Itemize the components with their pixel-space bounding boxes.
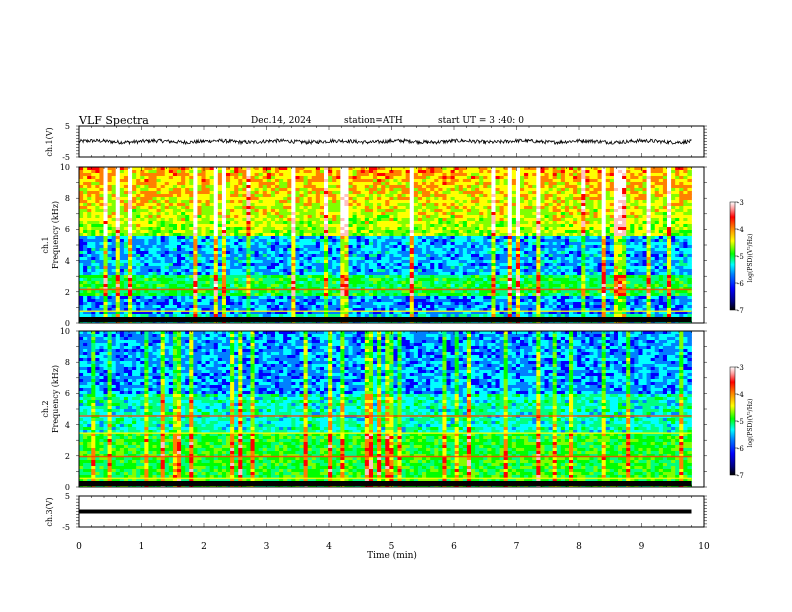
- x-tick-label: 0: [76, 542, 82, 552]
- x-tick-label: 2: [201, 542, 207, 552]
- ch2-spectrogram-ylabel: ch.2: [41, 400, 50, 417]
- ch1-ytick-0: 0: [65, 319, 70, 328]
- ch1-ytick-10: 10: [60, 163, 70, 172]
- ch1-spectrogram-panel: 0 2 4 6 8 10 ch.1 Frequency (kHz) -3 -4 …: [41, 163, 754, 328]
- ch3-ytick-bottom: -5: [62, 523, 70, 532]
- ch1-colorbar-tick: -4: [737, 226, 744, 234]
- ch1-waveform-ylabel: ch.1(V): [45, 127, 54, 156]
- x-tick-label: 1: [139, 542, 145, 552]
- x-tick-label: 9: [639, 542, 645, 552]
- ch1-colorbar-tick: -7: [737, 307, 744, 315]
- ch2-ytick-6: 6: [65, 389, 70, 398]
- ch1-ytick-8: 8: [65, 194, 70, 203]
- ch2-colorbar-tick: -5: [737, 418, 744, 426]
- x-tick-label: 4: [326, 542, 332, 552]
- ch2-colorbar-tick: -6: [737, 445, 744, 453]
- x-tick-label: 8: [576, 542, 582, 552]
- x-tick-label: 7: [514, 542, 520, 552]
- ch1-colorbar: [729, 201, 736, 311]
- x-tick-label: 10: [698, 542, 710, 552]
- ch2-ytick-10: 10: [60, 327, 70, 336]
- x-tick-label: 3: [264, 542, 270, 552]
- ch2-ytick-4: 4: [65, 421, 70, 430]
- ch2-ytick-8: 8: [65, 358, 70, 367]
- ch2-ytick-0: 0: [65, 483, 70, 492]
- ch1-ytick-bottom: -5: [62, 153, 70, 162]
- date-label: Dec.14, 2024: [251, 116, 312, 126]
- ch1-ytick-top: 5: [65, 122, 70, 131]
- ch1-colorbar-tick: -6: [737, 280, 744, 288]
- ch1-spectrogram-image: [79, 167, 692, 324]
- ch1-ytick-2: 2: [65, 288, 70, 297]
- ch3-waveform-panel: 5 -5 ch.3(V): [45, 492, 707, 532]
- ch1-frequency-label: Frequency (kHz): [51, 201, 60, 269]
- ch2-colorbar-label: log(PSD)(V²/Hz): [747, 399, 754, 448]
- ch2-frequency-label: Frequency (kHz): [51, 365, 60, 433]
- ch1-colorbar-label: log(PSD)(V²/Hz): [747, 234, 754, 283]
- ch2-ytick-2: 2: [65, 452, 70, 461]
- ch2-colorbar-tick: -4: [737, 391, 744, 399]
- ch1-ytick-6: 6: [65, 225, 70, 234]
- ch2-spectrogram-image: [79, 331, 692, 488]
- station-label: station=ATH: [344, 116, 403, 126]
- x-tick-label: 6: [451, 542, 457, 552]
- ch1-colorbar-tick: -3: [737, 199, 744, 207]
- ch3-waveform-ylabel: ch.3(V): [45, 497, 54, 526]
- ch3-ytick-top: 5: [65, 492, 70, 501]
- ch1-waveform-panel: 5 -5 ch.1(V): [45, 122, 707, 162]
- x-axis-tick-labels: 0 1 2 3 4 5 6 7 8 9 10: [76, 542, 710, 552]
- ch2-colorbar: [729, 366, 736, 476]
- ch1-waveform-line: [78, 137, 692, 146]
- x-tick-label: 5: [389, 542, 395, 552]
- ch1-colorbar-tick: -5: [737, 253, 744, 261]
- ch2-colorbar-tick: -7: [737, 472, 744, 480]
- x-axis-label: Time (min): [367, 550, 417, 561]
- ch1-spectrogram-ylabel: ch.1: [41, 236, 50, 253]
- chart-title: VLF Spectra: [78, 114, 149, 127]
- start-ut-label: start UT = 3 :40: 0: [438, 116, 524, 126]
- ch2-spectrogram-panel: 0 2 4 6 8 10 ch.2 Frequency (kHz) -3 -4 …: [41, 327, 754, 492]
- ch2-colorbar-tick: -3: [737, 364, 744, 372]
- ch1-ytick-4: 4: [65, 257, 70, 266]
